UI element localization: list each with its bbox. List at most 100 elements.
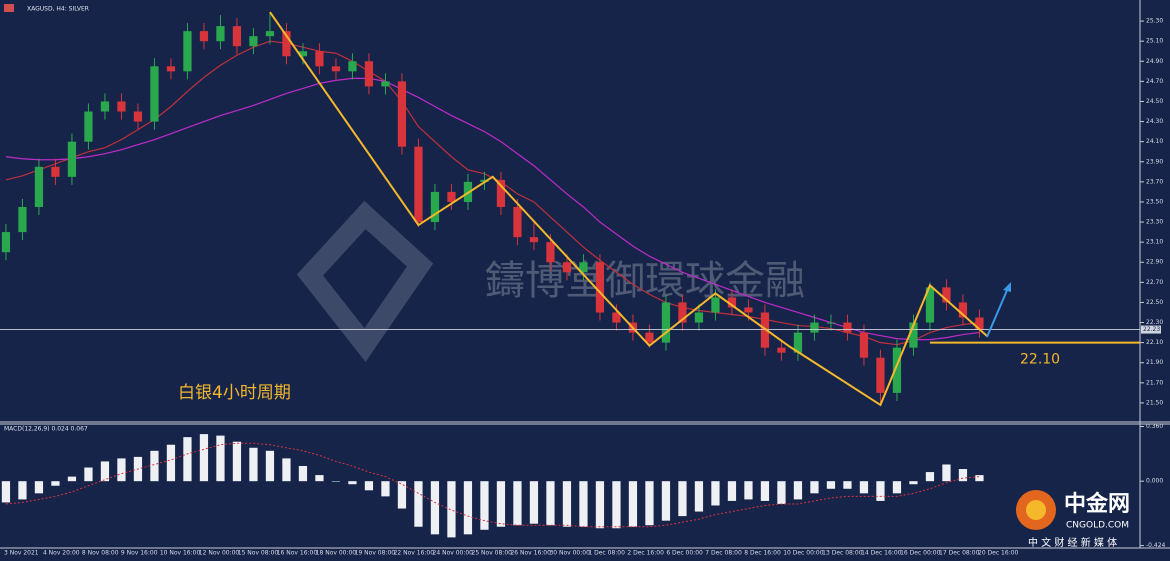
y-tick-label: 21.50 (1146, 399, 1163, 406)
y-tick-label: 0.360 (1146, 423, 1163, 430)
candle-body (34, 166, 44, 207)
macd-bar (694, 481, 704, 512)
candle-body (249, 36, 258, 47)
x-tick-label: 15 Nov 08:00 (238, 550, 279, 557)
x-tick-label: 25 Nov 08:00 (472, 550, 513, 557)
macd-bar (810, 481, 819, 494)
macd-bar (34, 481, 44, 494)
macd-bar (727, 481, 737, 501)
last-price-box (1141, 325, 1161, 334)
y-tick-label: 22.90 (1146, 259, 1163, 266)
candle-body (727, 297, 737, 308)
candle-body (381, 81, 390, 87)
y-tick-label: 23.30 (1146, 219, 1163, 226)
macd-bar (760, 481, 770, 501)
macd-bar (579, 481, 588, 527)
x-tick-label: 10 Dec 00:00 (783, 550, 824, 557)
y-tick-label: 22.30 (1146, 319, 1163, 326)
candle-body (711, 297, 720, 313)
x-tick-label: 26 Nov 16:00 (510, 550, 551, 557)
macd-bar (51, 481, 60, 486)
macd-bar (150, 450, 159, 482)
candle-body (909, 322, 918, 348)
macd-bar (183, 437, 192, 482)
candle-body (546, 242, 555, 263)
macd-bar (645, 481, 654, 526)
macd-bar (529, 481, 539, 524)
y-tick-label: 24.70 (1146, 78, 1163, 85)
candle-body (777, 347, 786, 353)
macd-bar (216, 435, 225, 482)
candle-body (793, 332, 803, 353)
macd-bar (397, 481, 407, 509)
y-tick-label: 24.50 (1146, 98, 1163, 105)
y-tick-label: 25.10 (1146, 38, 1163, 45)
candle-body (480, 179, 489, 182)
macd-bar (496, 481, 506, 527)
candle-body (744, 307, 753, 313)
candle-body (397, 81, 407, 147)
candle-body (859, 332, 869, 358)
macd-bar (942, 464, 951, 482)
x-tick-label: 10 Nov 16:00 (160, 550, 201, 557)
candle-body (843, 322, 852, 333)
macd-bar (298, 466, 308, 482)
y-tick-label: 22.10 (1146, 339, 1163, 346)
macd-bar (364, 481, 374, 491)
macd-bar (777, 481, 786, 504)
macd-bar (513, 481, 522, 526)
x-tick-label: 9 Nov 16:00 (121, 550, 158, 557)
x-tick-label: 8 Nov 08:00 (82, 550, 119, 557)
macd-bar (117, 458, 126, 482)
candle-body (810, 322, 819, 333)
macd-bar (744, 481, 753, 500)
plot: 25.30 25.10 24.90 24.70 24.50 24.30 24.10 23.90… (0, 11, 1166, 557)
candle-body (364, 61, 374, 87)
zigzag (269, 11, 989, 407)
macd-bar (925, 472, 935, 482)
last-price-label: 22.23 (1143, 326, 1160, 333)
y-tick-label: 24.10 (1146, 138, 1163, 145)
y-tick-label: 23.50 (1146, 198, 1163, 205)
x-tick-label: 16 Nov 16:00 (277, 550, 318, 557)
macd-bar (892, 481, 902, 494)
macd-bar (909, 481, 918, 485)
x-tick-label: 18 Nov 00:00 (316, 550, 357, 557)
x-tick-label: 16 Dec 00:00 (900, 550, 941, 557)
macd-bar (612, 481, 621, 529)
forecast-arrow-head (1003, 282, 1011, 292)
x-tick-label: 22 Nov 16:00 (394, 550, 435, 557)
x-tick-label: 3 Nov 2021 (4, 550, 39, 557)
macd-bar (414, 481, 423, 527)
candle-body (430, 191, 440, 223)
watermark-logo (296, 200, 434, 362)
candle-body (216, 26, 225, 42)
candle-body (282, 31, 291, 57)
macd-bar (331, 481, 341, 482)
candle-body (414, 146, 423, 223)
candle-body (315, 51, 324, 67)
macd-bar (826, 481, 836, 489)
x-tick-label: 24 Nov 00:00 (433, 550, 474, 557)
macd-bar (711, 481, 720, 506)
x-tick-label: 4 Nov 20:00 (43, 550, 80, 557)
x-tick-label: 19 Nov 08:00 (355, 550, 396, 557)
candle-body (612, 312, 621, 323)
macd-bar (100, 461, 110, 482)
y-tick-label: 22.70 (1146, 279, 1163, 286)
x-tick-label: 1 Dec 08:00 (588, 550, 625, 557)
candle-body (117, 101, 126, 112)
macd-bar (595, 481, 605, 529)
macd-bar (447, 481, 456, 538)
macd-bar (463, 481, 473, 535)
forecast-arrow (986, 287, 1009, 338)
candle-body (496, 179, 506, 207)
y-tick-label: -0.424 (1146, 542, 1166, 549)
macd-bar (628, 481, 638, 527)
macd-bar (315, 475, 324, 482)
x-tick-label: 8 Dec 16:00 (744, 550, 781, 557)
macd-bar (199, 434, 209, 482)
candle-body (876, 357, 885, 393)
candle-body (826, 322, 836, 324)
